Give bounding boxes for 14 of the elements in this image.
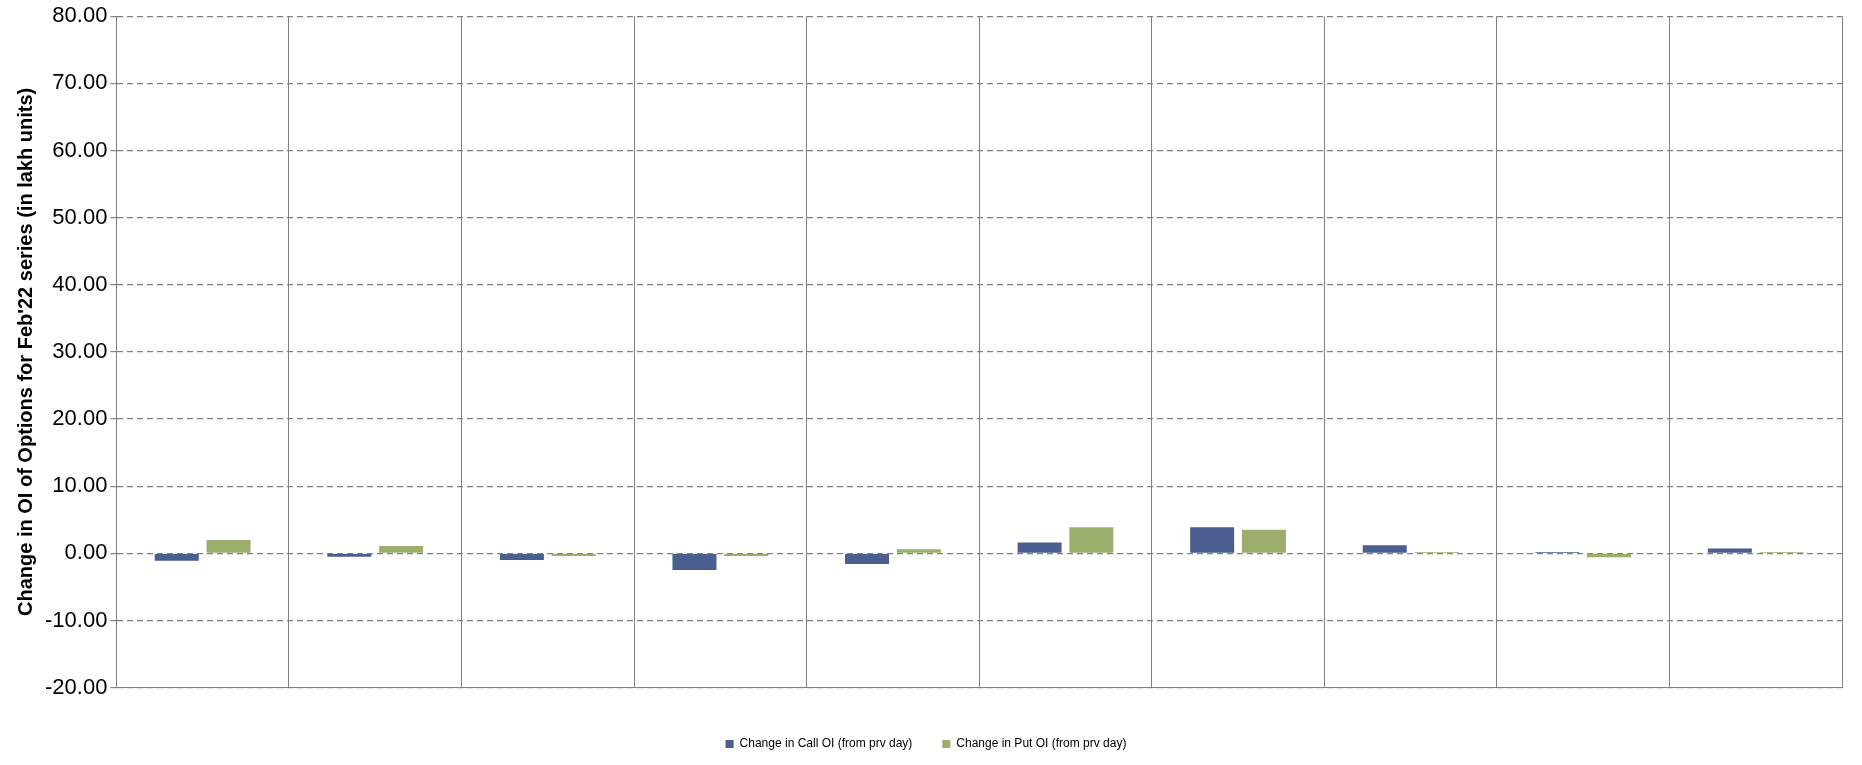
y-tick-label: 40.00 <box>52 270 108 296</box>
y-tick-label: 70.00 <box>52 69 108 95</box>
y-tick-label: -10.00 <box>44 606 108 632</box>
legend-label: Change in Put OI (from prv day) <box>956 736 1127 751</box>
y-tick-label: 10.00 <box>52 472 108 498</box>
y-tick-label: -20.00 <box>44 673 108 699</box>
y-tick-label: 0.00 <box>64 539 108 565</box>
legend-label: Change in Call OI (from prv day) <box>739 736 913 751</box>
y-tick-label: 30.00 <box>52 337 108 363</box>
y-tick-label: 50.00 <box>52 203 108 229</box>
y-tick-label: 20.00 <box>52 405 108 431</box>
y-tick-label: 80.00 <box>52 2 108 28</box>
y-tick-label: 60.00 <box>52 136 108 162</box>
y-axis-title: Change in OI of Options for Feb'22 series (in lakh units) <box>13 87 36 616</box>
